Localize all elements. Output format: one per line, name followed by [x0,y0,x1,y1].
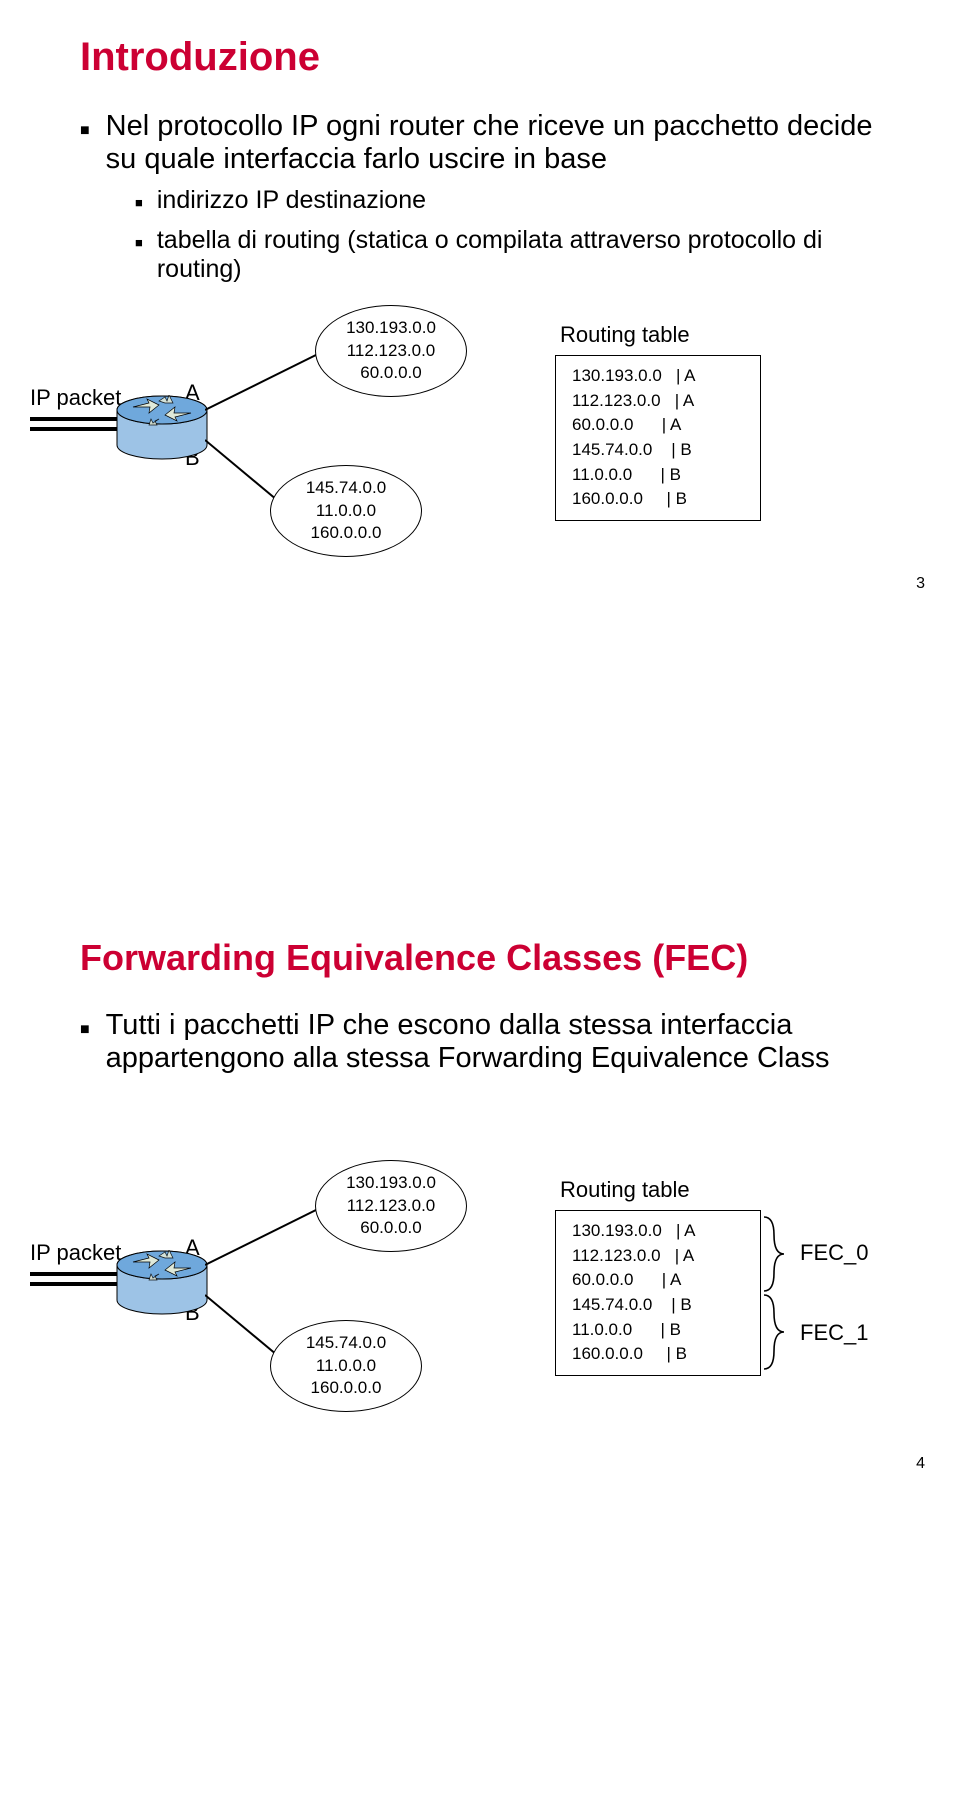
slide-1: Introduzione ■ Nel protocollo IP ogni ro… [0,0,960,902]
fec0-label: FEC_0 [800,1240,868,1266]
net-text: 11.0.0.0 [316,1355,376,1378]
net-text: 60.0.0.0 [360,1217,421,1240]
slide1-bullets: ■ Nel protocollo IP ogni router che rice… [0,80,960,284]
net-text: 160.0.0.0 [311,522,382,545]
net-cloud-b: 145.74.0.0 11.0.0.0 160.0.0.0 [270,1320,422,1412]
net-text: 160.0.0.0 [311,1377,382,1400]
bracket-fec0 [762,1215,792,1293]
slide1-title: Introduzione [0,0,960,80]
link-a [205,345,330,420]
bullet-main-2: ■ Tutti i pacchetti IP che escono dalla … [80,1009,880,1075]
routing-table-box: 130.193.0.0 | A 112.123.0.0 | A 60.0.0.0… [555,1210,761,1376]
routing-table-title: Routing table [560,322,690,348]
routing-table-title: Routing table [560,1177,690,1203]
diagram-1: IP packet A B 130 [0,290,960,610]
bullet-text: Nel protocollo IP ogni router che riceve… [106,110,880,176]
router-icon [115,1250,210,1320]
bullet-text: Tutti i pacchetti IP che escono dalla st… [106,1009,880,1075]
sub-bullet-2: ■ tabella di routing (statica o compilat… [135,226,880,284]
sub-bullet-1: ■ indirizzo IP destinazione [135,186,880,220]
bullet-icon: ■ [80,1009,90,1051]
bullet-icon: ■ [80,110,90,152]
page-number: 3 [916,575,925,593]
link-a [205,1200,330,1275]
bullet-icon: ■ [135,226,143,284]
router-icon [115,395,210,465]
net-text: 112.123.0.0 [347,1195,436,1218]
slide-2: Forwarding Equivalence Classes (FEC) ■ T… [0,902,960,1804]
routing-table-box: 130.193.0.0 | A 112.123.0.0 | A 60.0.0.0… [555,355,761,521]
net-text: 112.123.0.0 [347,340,436,363]
diagram-2: IP packet A B 130.193.0.0 112.123.0.0 [0,1085,960,1485]
net-text: 130.193.0.0 [346,1172,436,1195]
bullet-main-1: ■ Nel protocollo IP ogni router che rice… [80,110,880,176]
page-number: 4 [916,1455,925,1473]
net-text: 60.0.0.0 [360,362,421,385]
net-text: 11.0.0.0 [316,500,376,523]
net-text: 130.193.0.0 [346,317,436,340]
ip-packet-label: IP packet [30,1240,121,1266]
slide2-bullets: ■ Tutti i pacchetti IP che escono dalla … [0,979,960,1075]
bracket-fec1 [762,1293,792,1371]
net-cloud-b: 145.74.0.0 11.0.0.0 160.0.0.0 [270,465,422,557]
net-cloud-a: 130.193.0.0 112.123.0.0 60.0.0.0 [315,305,467,397]
ip-packet-label: IP packet [30,385,121,411]
fec1-label: FEC_1 [800,1320,868,1346]
bullet-icon: ■ [135,186,143,220]
slide2-title: Forwarding Equivalence Classes (FEC) [0,902,960,979]
net-text: 145.74.0.0 [306,477,386,500]
net-cloud-a: 130.193.0.0 112.123.0.0 60.0.0.0 [315,1160,467,1252]
sub-text: tabella di routing (statica o compilata … [157,226,880,284]
sub-text: indirizzo IP destinazione [157,186,426,220]
net-text: 145.74.0.0 [306,1332,386,1355]
